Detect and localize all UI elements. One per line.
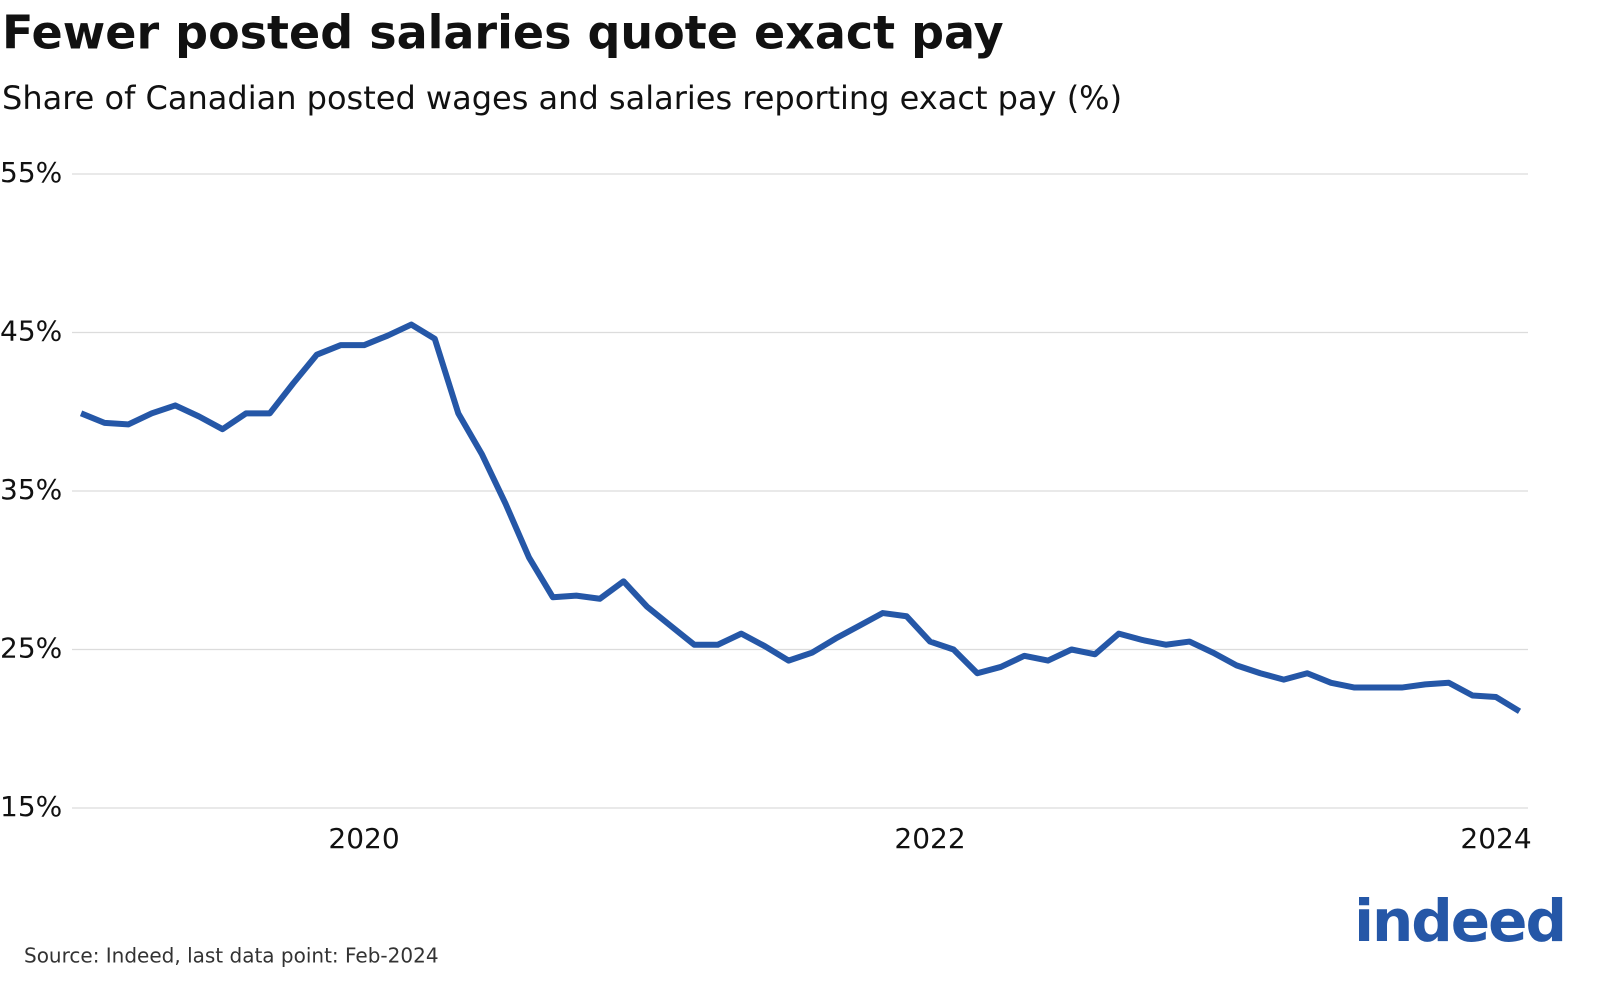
chart-subtitle: Share of Canadian posted wages and salar… [2,79,1122,117]
y-tick-label: 25% [0,632,62,665]
source-note: Source: Indeed, last data point: Feb-202… [24,944,439,968]
y-tick-label: 45% [0,315,62,348]
data-line [79,321,1522,714]
logo: indeed [1354,887,1565,955]
y-tick-label: 15% [0,790,62,823]
y-tick-label: 55% [0,156,62,189]
x-tick-label: 2022 [894,822,965,855]
y-tick-label: 35% [0,473,62,506]
chart-title: Fewer posted salaries quote exact pay [2,6,1004,60]
x-tick-label: 2020 [328,822,399,855]
x-tick-label: 2024 [1460,822,1531,855]
